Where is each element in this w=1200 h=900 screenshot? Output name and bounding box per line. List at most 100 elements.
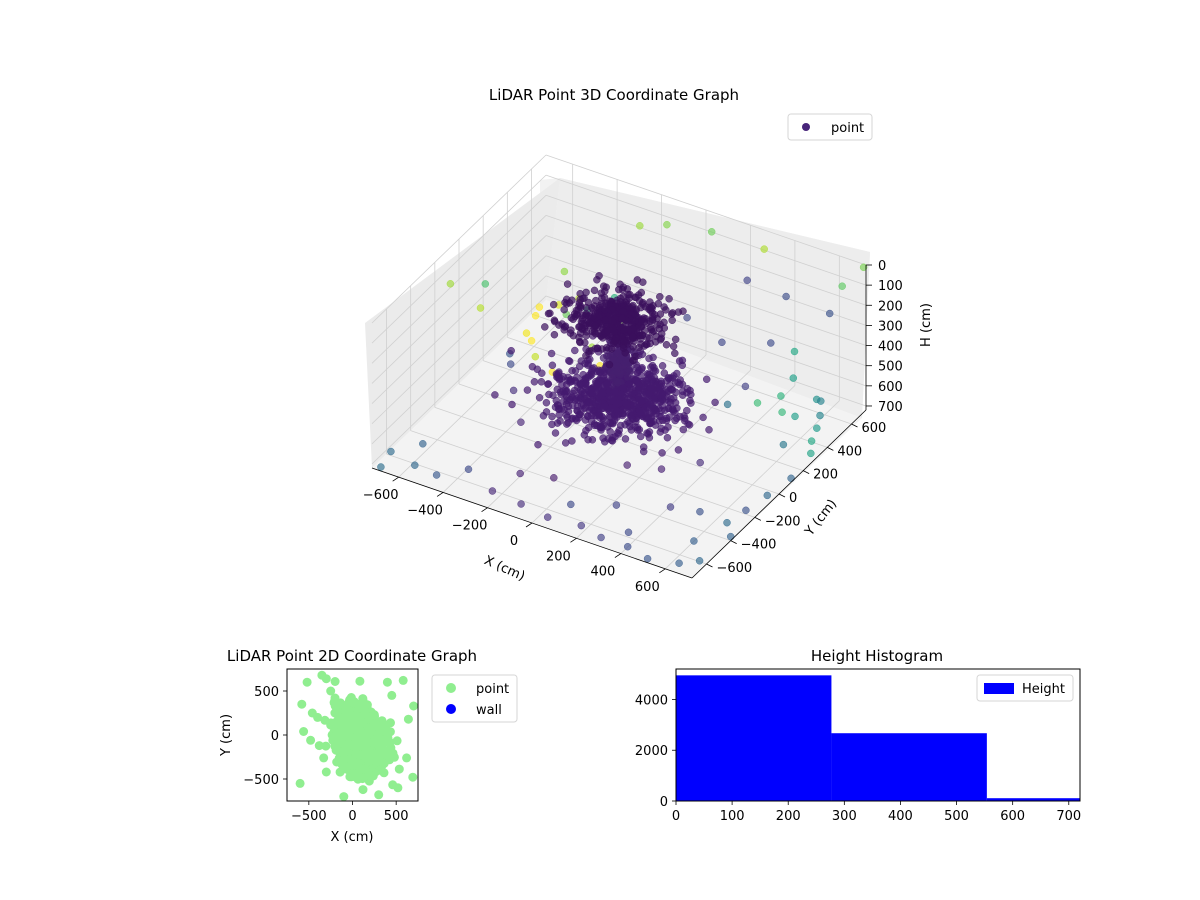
point-marker bbox=[621, 435, 630, 443]
point-marker bbox=[663, 433, 672, 442]
point-marker bbox=[531, 352, 540, 361]
z-tick-label: 300 bbox=[878, 319, 903, 334]
point-marker bbox=[633, 276, 642, 284]
point-marker bbox=[523, 386, 532, 394]
chart3d-legend: point bbox=[787, 113, 873, 141]
z-tick-label: 500 bbox=[878, 360, 903, 375]
point-marker bbox=[807, 437, 816, 445]
point-marker bbox=[337, 713, 347, 723]
point-marker bbox=[582, 332, 590, 340]
point-marker bbox=[582, 379, 590, 387]
point-marker bbox=[662, 388, 671, 396]
chart2d-legend-marker-point bbox=[446, 683, 456, 693]
y-tick-label: −500 bbox=[243, 773, 279, 788]
point-marker bbox=[672, 388, 680, 397]
point-marker bbox=[567, 500, 575, 509]
point-marker bbox=[319, 753, 329, 763]
point-marker bbox=[522, 329, 531, 337]
point-marker bbox=[584, 435, 592, 444]
y-tick-label: 500 bbox=[254, 685, 279, 700]
point-marker bbox=[859, 263, 868, 272]
point-marker bbox=[807, 449, 815, 458]
point-marker bbox=[668, 309, 677, 317]
point-marker bbox=[671, 349, 679, 358]
point-marker bbox=[609, 317, 617, 326]
point-marker bbox=[789, 374, 798, 382]
point-marker bbox=[657, 465, 666, 473]
pane-wall-right bbox=[546, 178, 870, 418]
point-marker bbox=[663, 220, 671, 229]
point-marker bbox=[516, 469, 524, 478]
point-marker bbox=[636, 335, 645, 343]
point-marker bbox=[591, 322, 599, 330]
point-marker bbox=[506, 360, 515, 368]
point-marker bbox=[741, 382, 750, 391]
point-marker bbox=[355, 676, 365, 686]
point-marker bbox=[409, 701, 419, 711]
x-tick bbox=[570, 537, 577, 543]
point-marker bbox=[563, 280, 572, 288]
x-tick bbox=[659, 568, 666, 574]
point-marker bbox=[639, 447, 648, 456]
point-marker bbox=[636, 222, 644, 230]
z-tick-label: 600 bbox=[878, 380, 903, 395]
point-marker bbox=[630, 401, 638, 410]
point-marker bbox=[613, 367, 621, 376]
point-marker bbox=[576, 338, 584, 347]
point-marker bbox=[598, 389, 607, 398]
point-marker bbox=[321, 674, 331, 684]
x-tick-label: −400 bbox=[407, 503, 443, 518]
grid-line bbox=[371, 194, 547, 364]
point-marker bbox=[629, 343, 637, 351]
point-marker bbox=[636, 432, 645, 441]
chart2d-title: LiDAR Point 2D Coordinate Graph bbox=[227, 647, 477, 665]
point-marker bbox=[760, 245, 768, 253]
x-tick bbox=[436, 492, 444, 497]
point-marker bbox=[666, 503, 675, 511]
point-marker bbox=[517, 418, 525, 426]
x-tick bbox=[392, 476, 399, 482]
point-marker bbox=[665, 404, 673, 413]
point-marker bbox=[674, 446, 683, 454]
hist-frame bbox=[675, 668, 1081, 802]
x-tick-label: 300 bbox=[832, 809, 857, 824]
point-marker bbox=[619, 384, 627, 392]
point-marker bbox=[568, 437, 576, 445]
y-tick-label: 2000 bbox=[635, 744, 668, 759]
point-marker bbox=[790, 347, 799, 356]
point-marker bbox=[297, 699, 307, 709]
x-tick-label: 200 bbox=[546, 549, 571, 564]
point-marker bbox=[549, 300, 558, 309]
point-marker bbox=[389, 752, 399, 762]
point-marker bbox=[669, 342, 678, 351]
point-marker bbox=[671, 335, 680, 344]
point-marker bbox=[387, 690, 397, 700]
point-marker bbox=[353, 723, 363, 733]
x-tick bbox=[481, 507, 488, 513]
grid-line bbox=[545, 235, 867, 346]
points-2d bbox=[295, 670, 419, 802]
point-marker bbox=[377, 463, 385, 471]
point-marker bbox=[393, 783, 403, 793]
chart3d-xlabel: X (cm) bbox=[482, 553, 527, 584]
point-marker bbox=[763, 491, 772, 500]
point-marker bbox=[562, 411, 571, 419]
point-marker bbox=[646, 384, 655, 392]
point-marker bbox=[571, 414, 580, 423]
x-tick bbox=[614, 553, 622, 558]
point-marker bbox=[679, 425, 688, 434]
point-marker bbox=[624, 380, 633, 388]
point-marker bbox=[607, 368, 615, 377]
point-marker bbox=[660, 303, 668, 311]
point-marker bbox=[723, 400, 732, 409]
x-tick-label: 0 bbox=[672, 809, 680, 824]
grid-line bbox=[545, 194, 867, 306]
grid-line bbox=[371, 215, 547, 384]
point-marker bbox=[299, 727, 309, 736]
point-marker bbox=[349, 698, 359, 708]
grid-line bbox=[545, 215, 867, 326]
point-marker bbox=[481, 280, 490, 288]
y-tick-label: −600 bbox=[717, 561, 753, 576]
point-marker bbox=[665, 295, 673, 303]
point-marker bbox=[550, 330, 559, 339]
